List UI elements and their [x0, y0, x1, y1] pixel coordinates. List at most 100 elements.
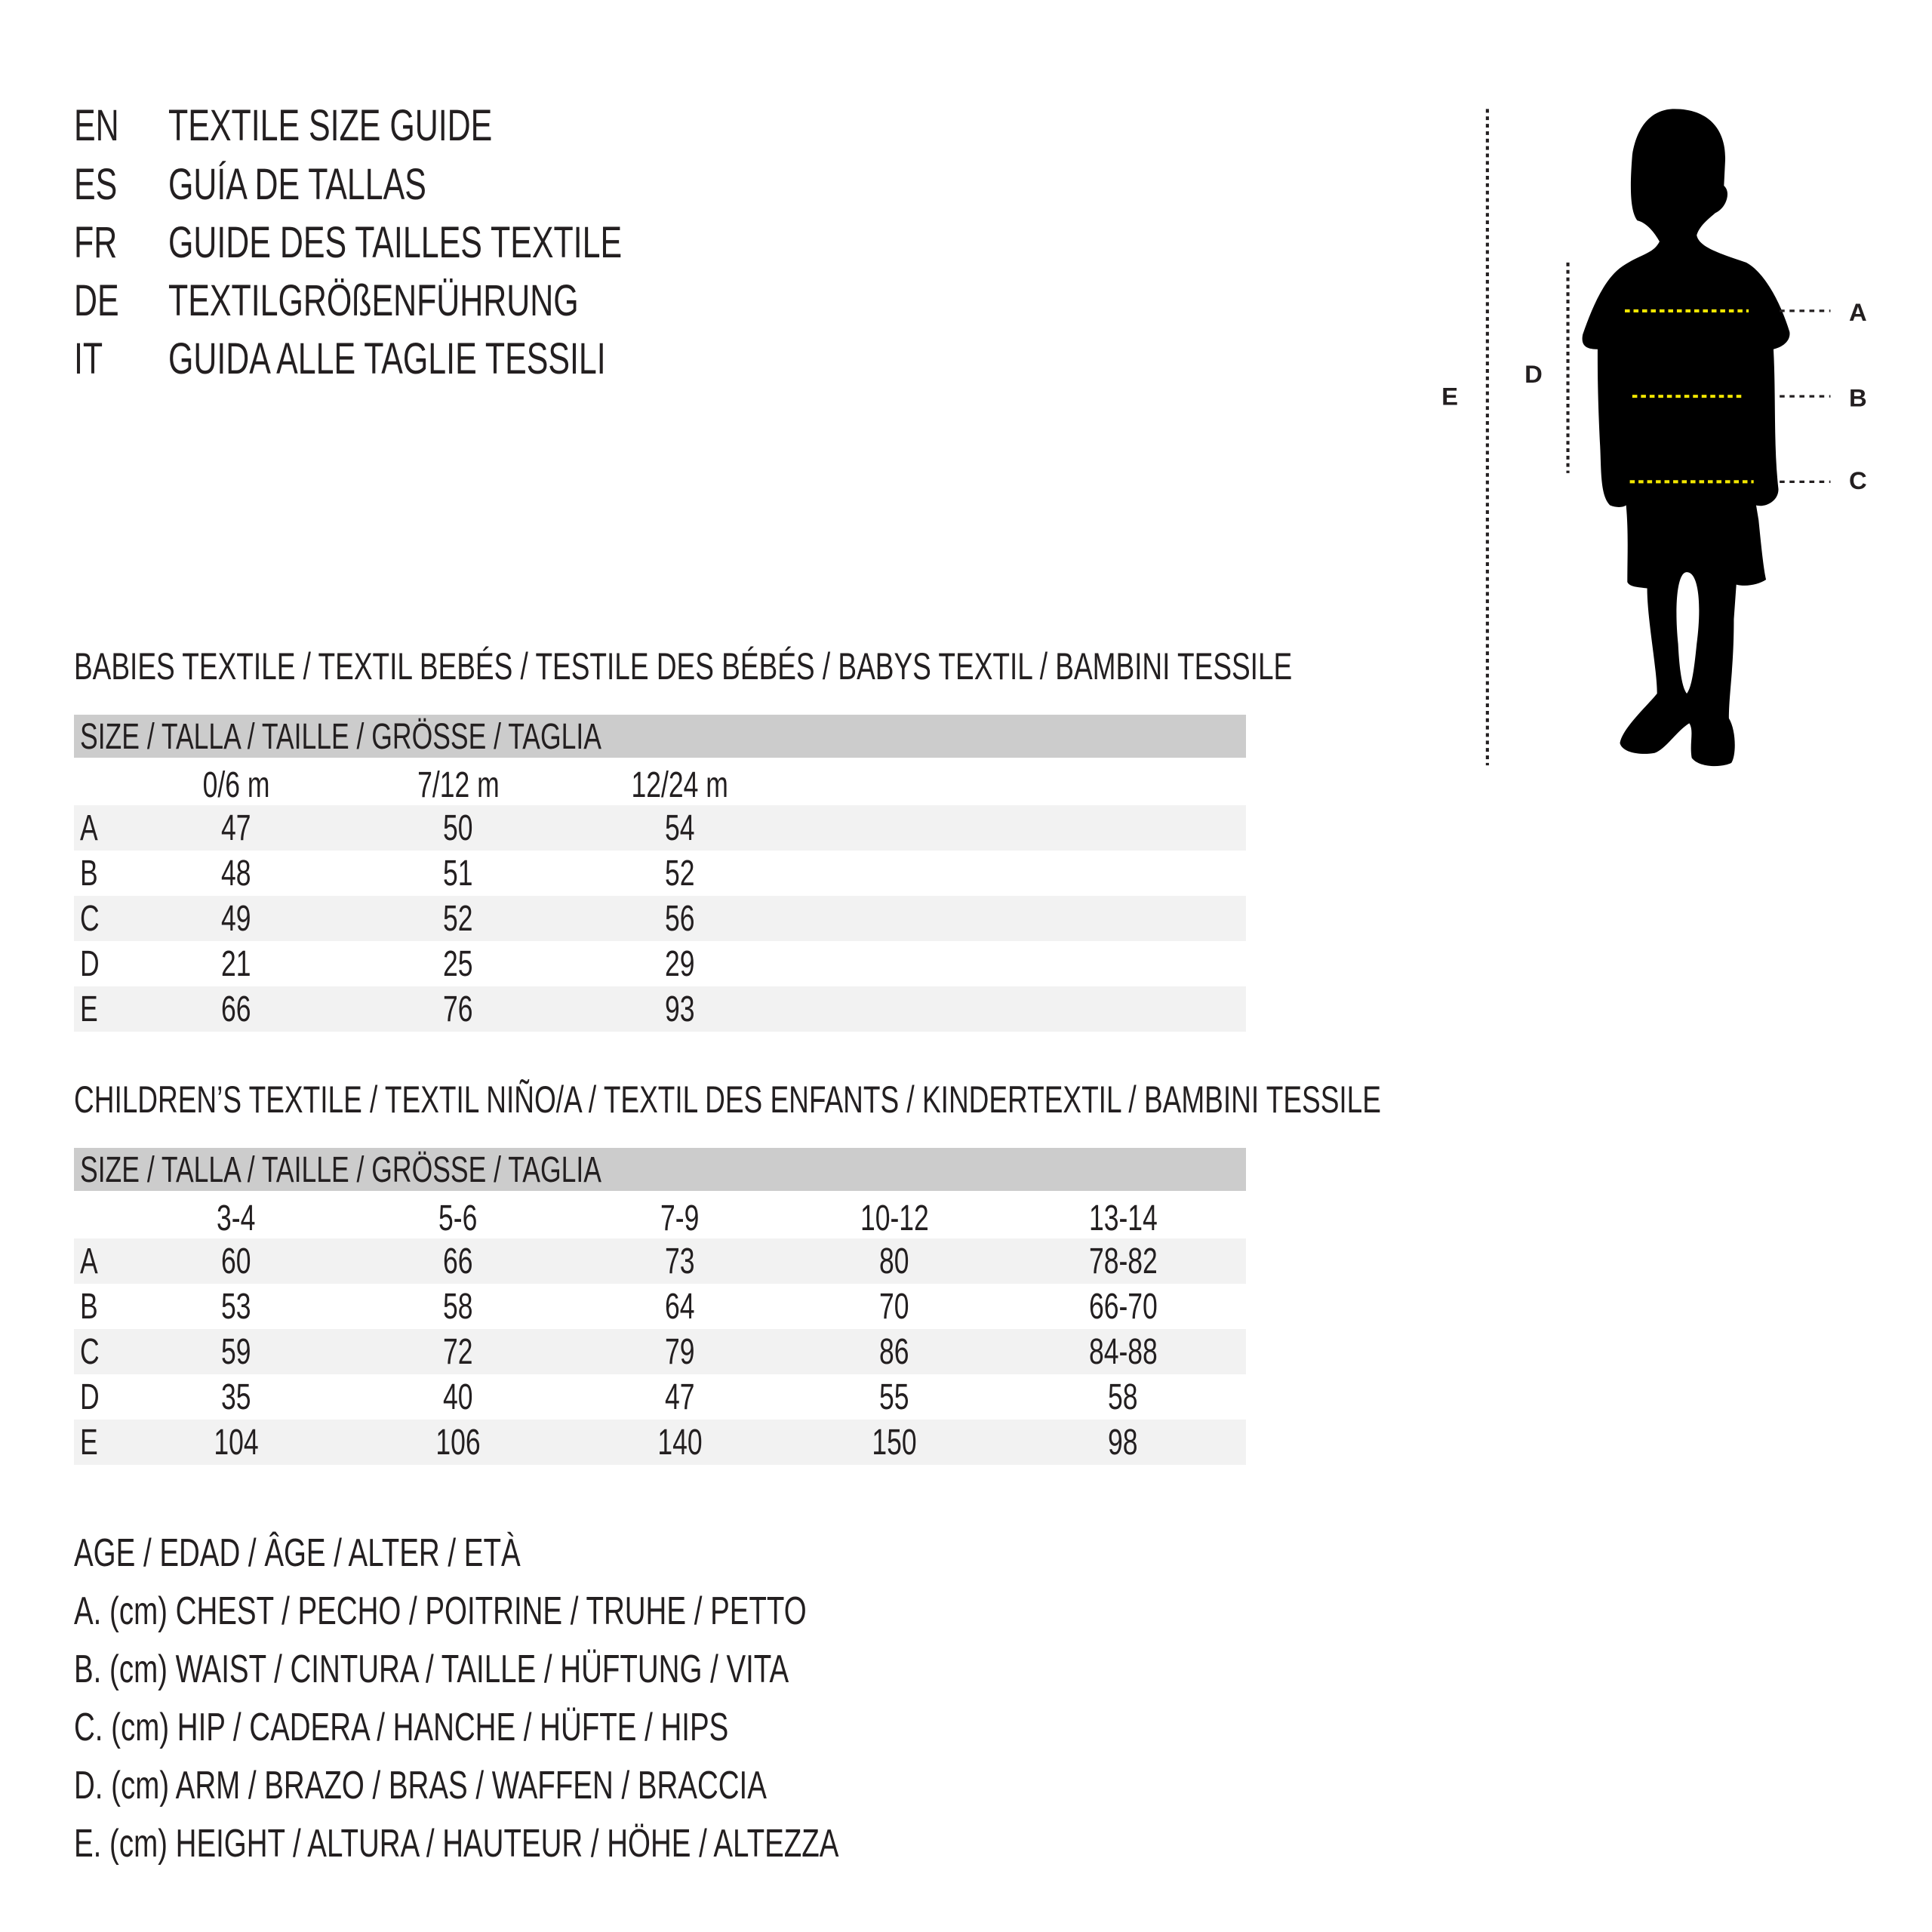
- legend-text: E. (cm) HEIGHT / ALTURA / HAUTEUR / HÖHE…: [74, 1822, 839, 1866]
- table-cell: 21: [221, 944, 251, 984]
- row-label: D: [80, 1377, 100, 1417]
- row-label: A: [80, 808, 98, 848]
- table-cell: 84-88: [1088, 1332, 1158, 1372]
- children-heading-text: CHILDREN’S TEXTILE / TEXTIL NIÑO/A / TEX…: [74, 1078, 1381, 1121]
- table-row: C 59 72 79 86 84-88: [74, 1329, 1246, 1374]
- column-header-row: 3-4 5-6 7-9 10-12 13-14: [74, 1195, 1246, 1241]
- table-cell: 55: [879, 1377, 909, 1417]
- table-cell: 98: [1108, 1423, 1138, 1463]
- title-text: GUIDA ALLE TAGLIE TESSILI: [168, 334, 606, 383]
- legend-chest: A. (cm) CHEST / PECHO / POITRINE / TRUHE…: [74, 1587, 1064, 1635]
- children-heading: CHILDREN’S TEXTILE / TEXTIL NIÑO/A / TEX…: [74, 1077, 1840, 1122]
- language-code: IT: [74, 334, 103, 383]
- table-cell: 79: [665, 1332, 695, 1372]
- label-a: A: [1849, 298, 1867, 326]
- table-cell: 72: [443, 1332, 473, 1372]
- table-cell: 78-82: [1088, 1241, 1158, 1281]
- table-cell: 25: [443, 944, 473, 984]
- table-cell: 47: [221, 808, 251, 848]
- table-cell: 59: [221, 1332, 251, 1372]
- table-cell: 140: [657, 1423, 703, 1463]
- table-cell: 104: [214, 1423, 259, 1463]
- title-text: GUÍA DE TALLAS: [168, 160, 426, 209]
- legend-hip: C. (cm) HIP / CADERA / HANCHE / HÜFTE / …: [74, 1703, 958, 1752]
- legend-text: B. (cm) WAIST / CINTURA / TAILLE / HÜFTU…: [74, 1647, 789, 1691]
- size-header: SIZE / TALLA / TAILLE / GRÖSSE / TAGLIA: [80, 717, 601, 757]
- size-header: SIZE / TALLA / TAILLE / GRÖSSE / TAGLIA: [80, 1150, 601, 1190]
- babies-heading: BABIES TEXTILE / TEXTIL BEBÉS / TESTILE …: [74, 644, 1720, 689]
- table-cell: 35: [221, 1377, 251, 1417]
- language-code: ES: [74, 160, 118, 209]
- column-header: 0/6 m: [202, 765, 270, 805]
- label-b: B: [1849, 383, 1867, 411]
- label-e: E: [1441, 383, 1458, 411]
- language-code: EN: [74, 101, 119, 150]
- table-cell: 50: [443, 808, 473, 848]
- column-header: 7/12 m: [417, 765, 500, 805]
- table-cell: 66: [443, 1241, 473, 1281]
- title-text: TEXTILGRÖßENFÜHRUNG: [168, 276, 579, 325]
- table-cell: 58: [443, 1287, 473, 1327]
- table-cell: 56: [665, 899, 695, 939]
- language-code: FR: [74, 218, 118, 267]
- table-row: E 66 76 93: [74, 986, 1246, 1032]
- leg-gap: [1676, 572, 1700, 694]
- legend-waist: B. (cm) WAIST / CINTURA / TAILLE / HÜFTU…: [74, 1645, 1040, 1694]
- table-cell: 93: [665, 989, 695, 1029]
- babies-heading-text: BABIES TEXTILE / TEXTIL BEBÉS / TESTILE …: [74, 645, 1293, 688]
- table-row: C 49 52 56: [74, 896, 1246, 941]
- row-label: B: [80, 854, 98, 894]
- table-cell: 106: [435, 1423, 481, 1463]
- table-cell: 52: [665, 854, 695, 894]
- table-cell: 52: [443, 899, 473, 939]
- column-header: 7-9: [660, 1198, 700, 1238]
- row-label: C: [80, 1332, 100, 1372]
- table-cell: 48: [221, 854, 251, 894]
- table-cell: 86: [879, 1332, 909, 1372]
- size-header-bar: SIZE / TALLA / TAILLE / GRÖSSE / TAGLIA: [74, 1148, 1246, 1191]
- label-d: D: [1524, 360, 1543, 388]
- row-label: C: [80, 899, 100, 939]
- table-row: B 53 58 64 70 66-70: [74, 1284, 1246, 1329]
- legend-height: E. (cm) HEIGHT / ALTURA / HAUTEUR / HÖHE…: [74, 1820, 1108, 1868]
- table-cell: 51: [443, 854, 473, 894]
- legend-arm: D. (cm) ARM / BRAZO / BRAS / WAFFEN / BR…: [74, 1761, 1010, 1810]
- row-label: D: [80, 944, 100, 984]
- row-label: E: [80, 1423, 98, 1463]
- legend-text: A. (cm) CHEST / PECHO / POITRINE / TRUHE…: [74, 1589, 807, 1633]
- table-cell: 76: [443, 989, 473, 1029]
- table-cell: 54: [665, 808, 695, 848]
- table-row: D 21 25 29: [74, 941, 1246, 986]
- table-cell: 40: [443, 1377, 473, 1417]
- table-cell: 47: [665, 1377, 695, 1417]
- legend-text: C. (cm) HIP / CADERA / HANCHE / HÜFTE / …: [74, 1706, 729, 1749]
- column-header: 13-14: [1088, 1198, 1158, 1238]
- legend-age: AGE / EDAD / ÂGE / ALTER / ETÀ: [74, 1529, 677, 1577]
- table-row: D 35 40 47 55 58: [74, 1374, 1246, 1420]
- label-c: C: [1849, 466, 1867, 494]
- column-header: 3-4: [217, 1198, 256, 1238]
- language-code: DE: [74, 276, 119, 325]
- table-row: A 47 50 54: [74, 805, 1246, 851]
- table-row: B 48 51 52: [74, 851, 1246, 896]
- table-cell: 29: [665, 944, 695, 984]
- table-cell: 49: [221, 899, 251, 939]
- table-cell: 150: [872, 1423, 917, 1463]
- table-row: E 104 106 140 150 98: [74, 1420, 1246, 1465]
- title-text: GUIDE DES TAILLES TEXTILE: [168, 218, 623, 267]
- table-cell: 53: [221, 1287, 251, 1327]
- child-silhouette: [1582, 109, 1790, 767]
- column-header: 5-6: [438, 1198, 478, 1238]
- column-header: 12/24 m: [631, 765, 729, 805]
- table-cell: 60: [221, 1241, 251, 1281]
- title-text: TEXTILE SIZE GUIDE: [168, 101, 493, 150]
- row-label: A: [80, 1241, 98, 1281]
- table-cell: 80: [879, 1241, 909, 1281]
- table-cell: 73: [665, 1241, 695, 1281]
- table-cell: 64: [665, 1287, 695, 1327]
- table-cell: 66-70: [1088, 1287, 1158, 1327]
- legend-text: AGE / EDAD / ÂGE / ALTER / ETÀ: [74, 1531, 521, 1575]
- column-header: 10-12: [860, 1198, 929, 1238]
- row-label: B: [80, 1287, 98, 1327]
